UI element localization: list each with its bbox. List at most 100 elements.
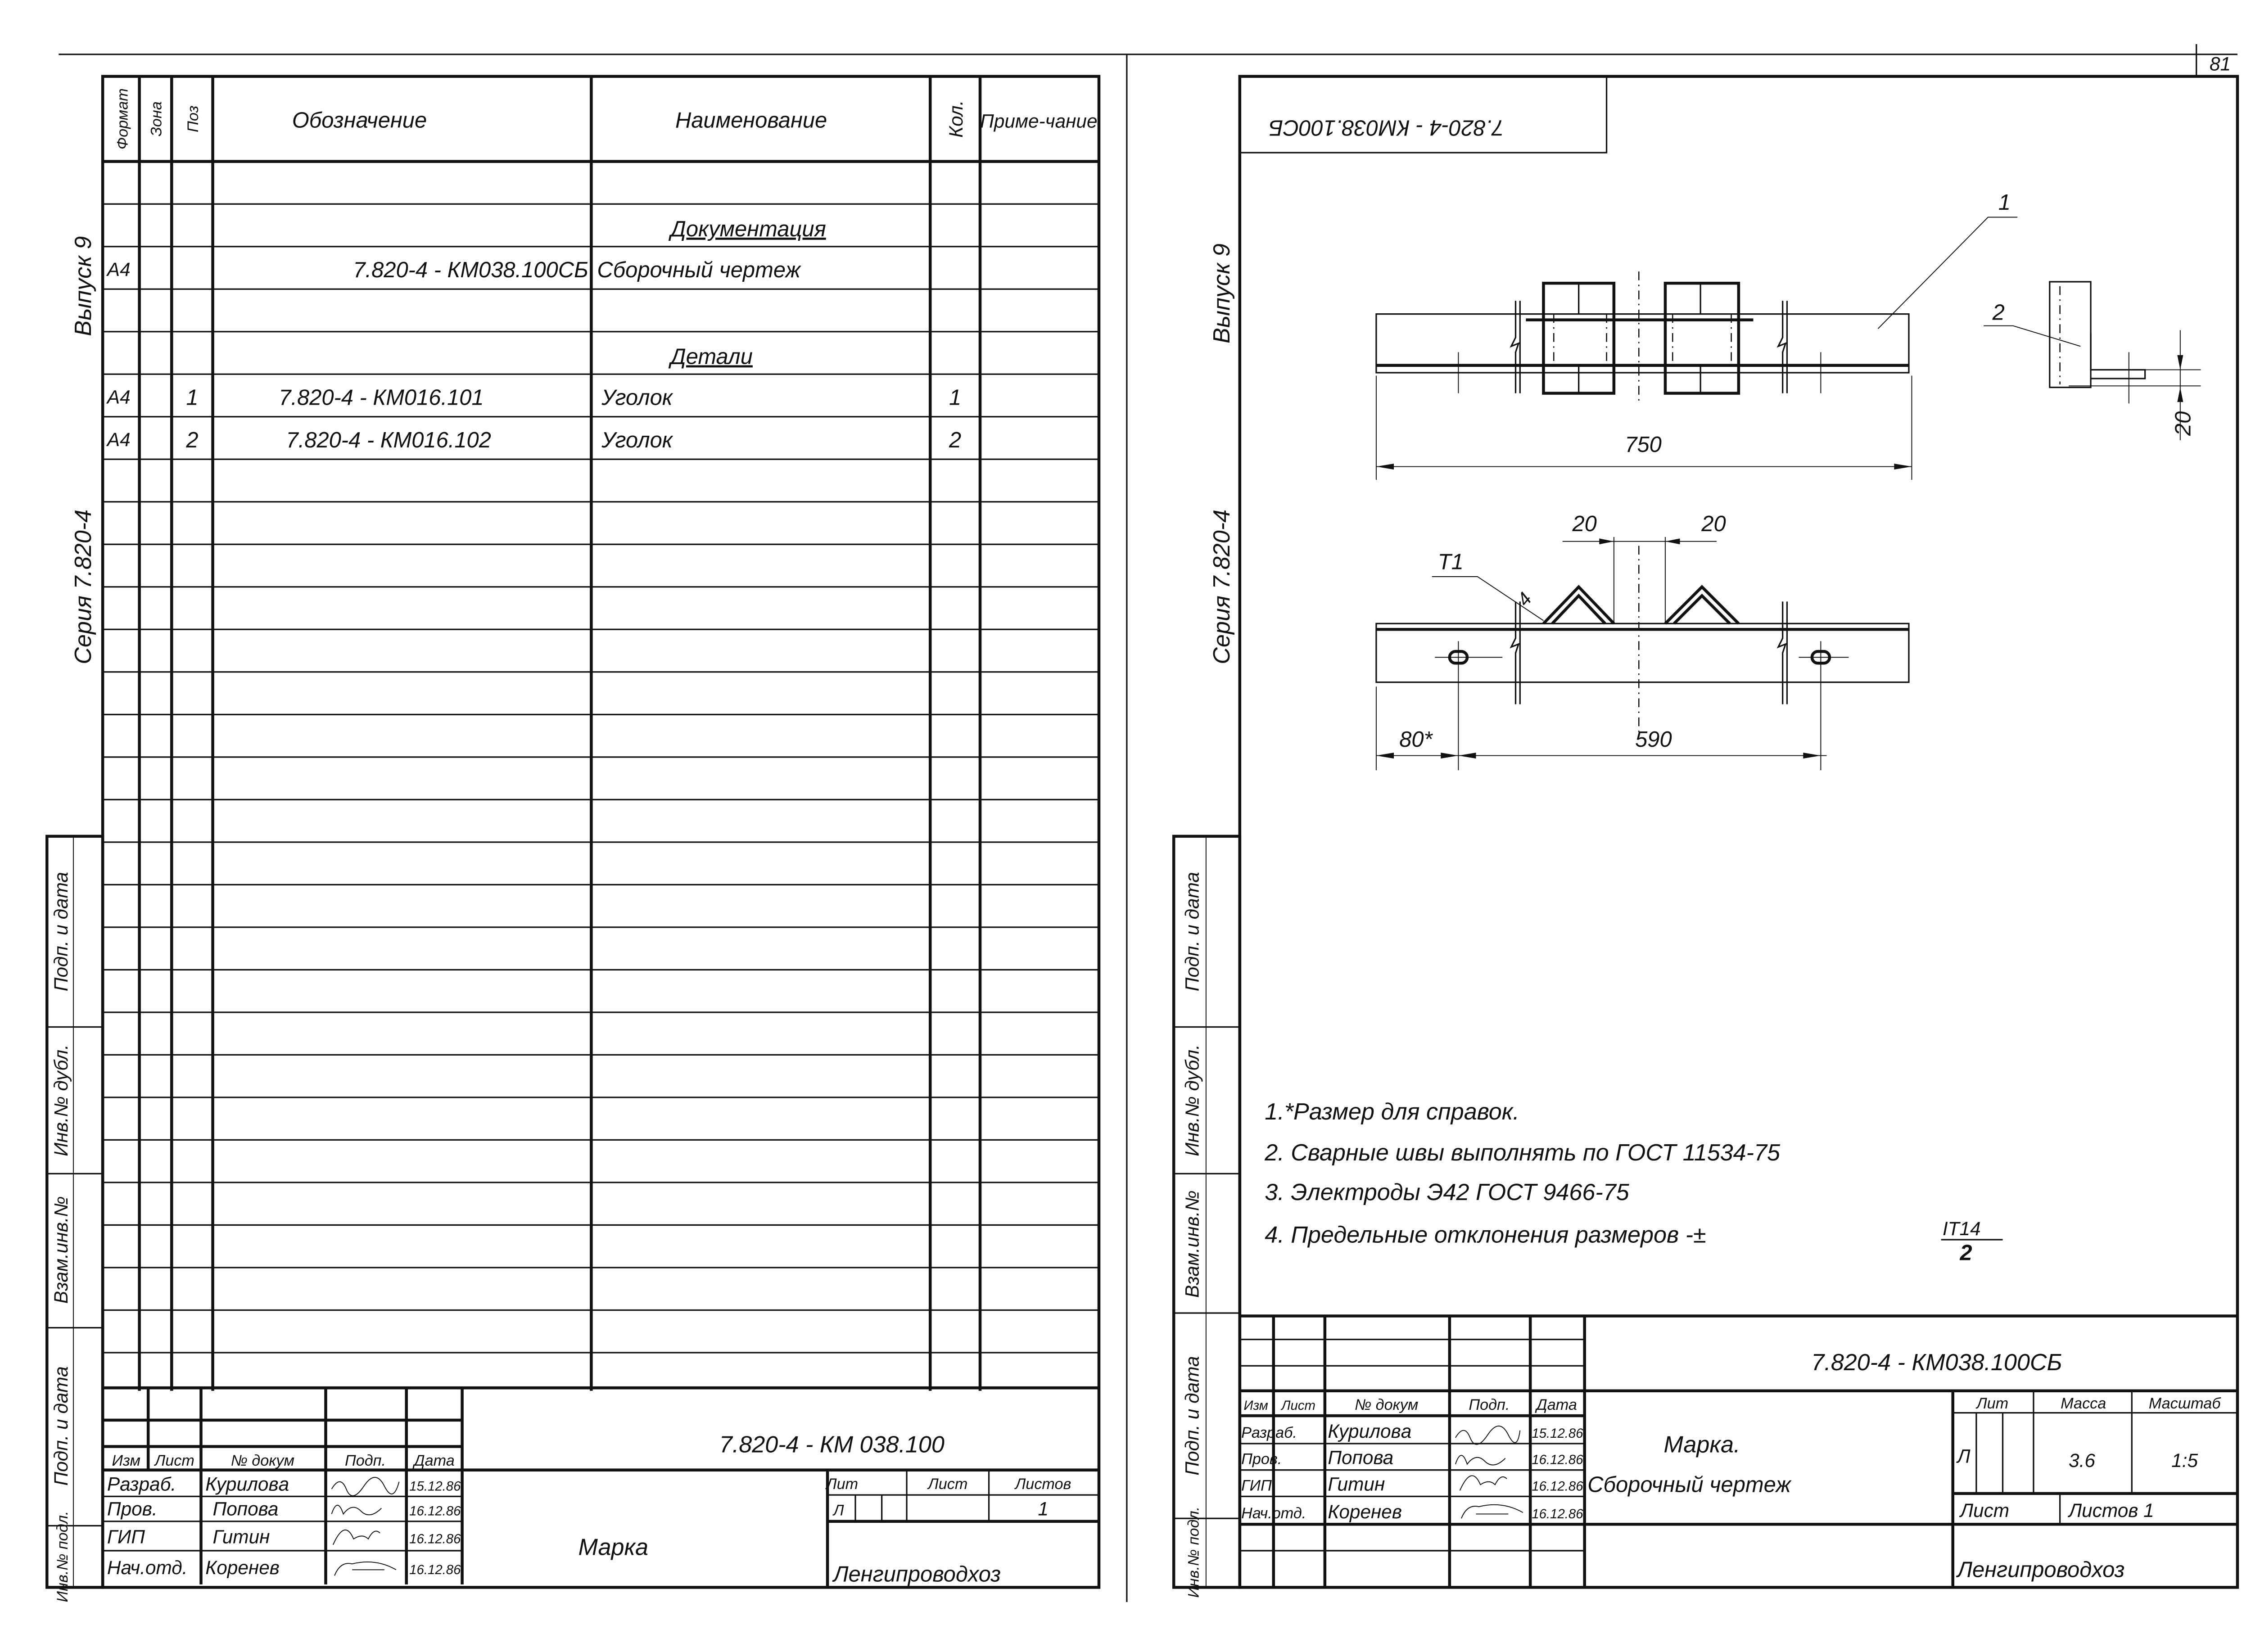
signature-marks [331, 1477, 400, 1576]
right-frame [1238, 75, 2239, 1589]
row-format: А4 [106, 259, 131, 280]
tb-name: Попова [213, 1499, 279, 1520]
sheet-label: Лист [927, 1476, 967, 1493]
tb-role: ГИП [1241, 1477, 1272, 1494]
strip-label: Взам.инв.№ [1182, 1191, 1203, 1298]
note-item: 2. Сварные швы выполнять по ГОСТ 11534-7… [1264, 1140, 1781, 1166]
tb-person-row: Нач.отд. Коренев 16.12.86 [107, 1557, 461, 1578]
front-view: 20 20 Т1 4 80* 590 [1375, 512, 1910, 771]
tb-role: Пров. [107, 1499, 158, 1520]
row-pos: 2 [185, 428, 198, 452]
spec-row: А4 7.820-4 - КМ038.100СБ Сборочный черте… [106, 258, 802, 282]
row-format: А4 [106, 386, 131, 407]
left-sheet: Выпуск 9 Серия 7.820-4 Подп. и дата Инв.… [45, 75, 1101, 1602]
dim-length-label: 750 [1625, 433, 1662, 457]
tb-header: Лист [154, 1452, 194, 1469]
page-number: 81 [2210, 54, 2231, 75]
col-qty: Кол. [945, 100, 967, 138]
note-item: 4. Предельные отклонения размеров -± [1265, 1222, 1706, 1248]
tb-person-row: Нач.отд. Коренев 16.12.86 [1241, 1501, 1583, 1522]
tb-name: Коренев [1328, 1501, 1402, 1522]
tolerance-numerator: IT14 [1943, 1218, 1981, 1239]
tb-header: Дата [1535, 1396, 1577, 1413]
tb-header: Лист [1280, 1398, 1315, 1413]
strip-label: Инв.№ дубл. [50, 1044, 72, 1156]
lit-value: Л [1956, 1445, 1971, 1467]
dim-holes-label: 590 [1635, 727, 1672, 752]
tb-person-row: Разраб. Куриловa 15.12.86 [1241, 1421, 1583, 1442]
top-view [1375, 271, 1910, 404]
technical-notes: 1.*Размер для справок. 2. Сварные швы вы… [1264, 1099, 2003, 1265]
tb-name: Куриловa [205, 1473, 289, 1494]
strip-label: Подп. и дата [50, 1366, 72, 1485]
tolerance-denominator: 2 [1959, 1241, 1972, 1265]
leader-1: 1 [1877, 190, 2018, 329]
weld-mark-label: Т1 [1438, 550, 1464, 574]
document-code: 7.820-4 - КМ 038.100 [719, 1432, 945, 1458]
tb-role: ГИП [107, 1526, 145, 1548]
tb-role: Разраб. [1241, 1424, 1297, 1441]
col-name: Наименование [675, 108, 827, 133]
dim-gap-left-label: 20 [1572, 512, 1597, 536]
spec-row: А4 1 7.820-4 - КМ016.101 Уголок 1 [106, 386, 961, 410]
sheets-label: Листов 1 [2067, 1500, 2154, 1521]
tb-name: Гитин [213, 1526, 270, 1548]
tb-header: Подп. [345, 1452, 386, 1469]
row-name: Уголок [601, 386, 673, 410]
tb-header: Изм [1243, 1398, 1268, 1413]
tb-date: 16.12.86 [409, 1504, 461, 1519]
tb-name: Попова [1328, 1447, 1393, 1468]
leader-2-label: 2 [1992, 301, 2005, 325]
assembly-drawing: 750 1 20 2 [1375, 190, 2201, 771]
title-assembly-drawing: Сборочный чертеж [1587, 1473, 1792, 1497]
series-label: Серия 7.820-4 [70, 510, 96, 664]
section-details: Детали [668, 344, 753, 369]
break-mark [1776, 301, 1788, 393]
col-pos: Поз [185, 106, 202, 132]
tb-role: Разраб. [107, 1473, 176, 1494]
tb-header: № докум [231, 1452, 294, 1469]
tb-date: 15.12.86 [1532, 1426, 1583, 1441]
note-item: 3. Электроды Э42 ГОСТ 9466-75 [1265, 1179, 1629, 1205]
tb-person-row: ГИП Гитин 16.12.86 [1241, 1473, 1583, 1494]
row-designation: 7.820-4 - КМ016.101 [279, 386, 484, 410]
organization: Ленгипроводхоз [832, 1562, 1001, 1586]
tb-name: Куриловa [1328, 1421, 1411, 1442]
tb-person-row: ГИП Гитин 16.12.86 [107, 1526, 461, 1548]
tb-date: 16.12.86 [1532, 1479, 1583, 1494]
row-designation: 7.820-4 - КМ016.102 [286, 428, 491, 452]
section-documentation: Документация [668, 217, 826, 241]
sheets-label: Листов [1014, 1476, 1071, 1493]
title-marka: Марка. [1663, 1432, 1740, 1458]
left-title-block: 7.820-4 - КМ 038.100 Изм Лист № докум По… [103, 1386, 1099, 1588]
strip-label: Взам.инв.№ [50, 1196, 72, 1304]
lit-label: Лит [825, 1476, 858, 1493]
issue-label: Выпуск 9 [1209, 244, 1235, 343]
series-label: Серия 7.820-4 [1209, 510, 1235, 664]
tb-date: 16.12.86 [409, 1532, 461, 1547]
col-format: Формат [114, 88, 131, 149]
sheets-value: 1 [1038, 1499, 1049, 1520]
row-qty: 2 [949, 428, 961, 452]
tb-header: Изм [112, 1452, 140, 1469]
spec-grid [103, 203, 1099, 1354]
col-designation: Обозначение [292, 108, 427, 133]
tb-name: Коренев [205, 1557, 280, 1578]
break-mark [1510, 301, 1521, 393]
lit-value: Л [832, 1502, 844, 1519]
tb-date: 15.12.86 [409, 1479, 461, 1494]
left-frame [101, 75, 1101, 1589]
specification-table: Формат Зона Поз Обозначение Наименование… [103, 76, 1099, 1391]
right-title-block: 7.820-4 - КМ038.100СБ Изм Лист № докум П… [1239, 1314, 2237, 1588]
leader-1-label: 1 [1998, 190, 2011, 215]
dimension-750: 750 [1375, 375, 1912, 480]
tb-role: Пров. [1241, 1451, 1282, 1468]
document-code: 7.820-4 - КМ038.100СБ [1811, 1350, 2062, 1376]
stamp-code: 7.820-4 - КМ038.100СБ [1269, 115, 1504, 140]
dim-gap-right-label: 20 [1701, 512, 1726, 536]
tb-role: Нач.отд. [1241, 1505, 1306, 1522]
row-designation: 7.820-4 - КМ038.100СБ [353, 258, 588, 282]
tb-person-row: Пров. Попова 16.12.86 [1241, 1447, 1583, 1468]
sheet-label: Лист [1959, 1500, 2009, 1521]
mass-label: Масса [2061, 1395, 2106, 1412]
